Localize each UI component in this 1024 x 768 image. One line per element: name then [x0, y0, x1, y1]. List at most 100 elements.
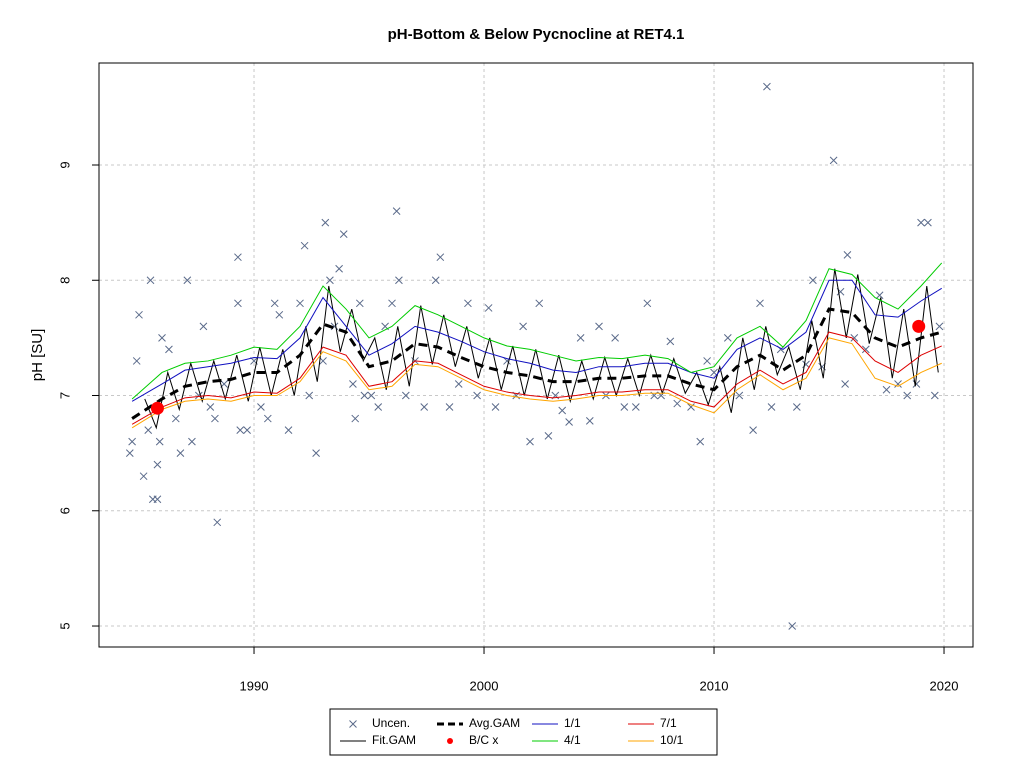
scatter-point — [401, 391, 410, 400]
scatter-point — [903, 391, 912, 400]
scatter-point — [850, 334, 859, 342]
scatter-point — [270, 299, 279, 308]
scatter-point — [666, 337, 675, 346]
scatter-point — [284, 426, 293, 434]
grid — [99, 63, 973, 647]
legend-label: Fit.GAM — [372, 733, 416, 747]
scatter-point — [234, 299, 242, 308]
scatter-point — [199, 322, 208, 331]
scatter-point — [436, 253, 445, 262]
scatter-point — [723, 334, 732, 342]
legend-items: Uncen. Fit.GAM Avg.GAM B/C x 1/1 4/1 7/1 10/1 — [340, 716, 684, 747]
scatter-point — [132, 357, 141, 365]
legend-label: 4/1 — [564, 733, 581, 747]
scatter-point — [756, 299, 764, 308]
scatter-point — [335, 264, 343, 273]
scatter-point — [326, 276, 334, 285]
legend-label: 10/1 — [660, 733, 684, 747]
scatter-point — [206, 403, 215, 411]
scatter-point — [767, 403, 776, 411]
scatter-point — [526, 437, 534, 446]
scatter-point — [935, 322, 944, 331]
scatter-point — [703, 357, 711, 365]
scatter-point — [243, 426, 251, 434]
scatter-point — [792, 403, 801, 411]
scatter-point — [155, 437, 164, 446]
scatter-point — [631, 403, 640, 411]
scatter-point — [843, 251, 852, 259]
scatter-point — [749, 426, 757, 434]
scatter-point — [558, 406, 567, 415]
line — [131, 279, 942, 402]
scatter-point — [153, 460, 162, 469]
scatter-point — [392, 207, 401, 215]
y-tick-label: 8 — [57, 277, 72, 284]
y-tick-label: 6 — [57, 507, 72, 514]
scatter-point — [643, 299, 652, 308]
scatter-point — [687, 403, 695, 411]
scatter-point — [296, 299, 304, 308]
scatter-point — [565, 418, 573, 426]
legend-label: Avg.GAM — [469, 716, 520, 730]
scatter-point — [257, 403, 265, 411]
scatter-point — [924, 218, 932, 227]
line — [131, 337, 942, 429]
scatter-point — [735, 391, 744, 400]
scatter-point — [388, 299, 396, 308]
scatter-point — [420, 403, 429, 411]
y-tick-label: 9 — [57, 161, 72, 168]
axes: 1990 2000 2010 2020 5 6 7 8 9 — [57, 161, 958, 693]
scatter-point — [360, 391, 369, 400]
scatter-point — [473, 391, 481, 400]
scatter-point — [809, 276, 817, 285]
scatter-point — [355, 299, 364, 308]
scatter-point — [158, 334, 166, 342]
legend-symbol — [447, 738, 453, 744]
scatter-point — [153, 495, 162, 504]
scatter-point — [339, 230, 348, 239]
scatter-point — [128, 437, 136, 446]
line — [131, 262, 943, 400]
scatter-point — [917, 218, 925, 227]
x-tick-label: 2010 — [700, 678, 729, 693]
legend-label: Uncen. — [372, 716, 410, 730]
scatter-point — [146, 276, 155, 285]
scatter-point — [125, 449, 134, 457]
legend — [329, 708, 718, 756]
scatter-point — [321, 218, 330, 227]
scatter-point — [349, 720, 357, 728]
bc-point — [150, 401, 164, 415]
scatter-point — [445, 403, 454, 411]
scatter-point — [213, 518, 222, 527]
scatter-point — [535, 299, 544, 308]
scatter-point — [263, 414, 272, 423]
legend-label: 7/1 — [660, 716, 677, 730]
legend-label: B/C x — [469, 733, 498, 747]
scatter-point — [829, 156, 838, 165]
scatter-point — [236, 426, 245, 434]
plot-area — [125, 82, 944, 630]
scatter-point — [367, 391, 376, 400]
chart-title: pH-Bottom & Below Pycnocline at RET4.1 — [388, 26, 685, 43]
scatter-point — [211, 414, 219, 423]
scatter-point — [763, 82, 771, 91]
scatter-point — [620, 403, 629, 411]
scatter-point — [431, 276, 440, 285]
scatter-point — [544, 431, 553, 440]
scatter-point — [275, 310, 284, 319]
x-tick-label: 1990 — [240, 678, 269, 693]
scatter-point — [576, 334, 585, 342]
line — [131, 331, 942, 425]
scatter-point — [319, 357, 327, 365]
x-tick-label: 2020 — [930, 678, 959, 693]
y-axis-label: pH [SU] — [29, 329, 46, 382]
scatter-point — [585, 417, 594, 425]
scatter-point — [300, 241, 309, 250]
scatter-point — [861, 345, 870, 354]
bc-point — [912, 319, 926, 333]
scatter-point — [595, 322, 603, 331]
scatter-point — [491, 403, 500, 411]
scatter-point — [374, 403, 383, 411]
